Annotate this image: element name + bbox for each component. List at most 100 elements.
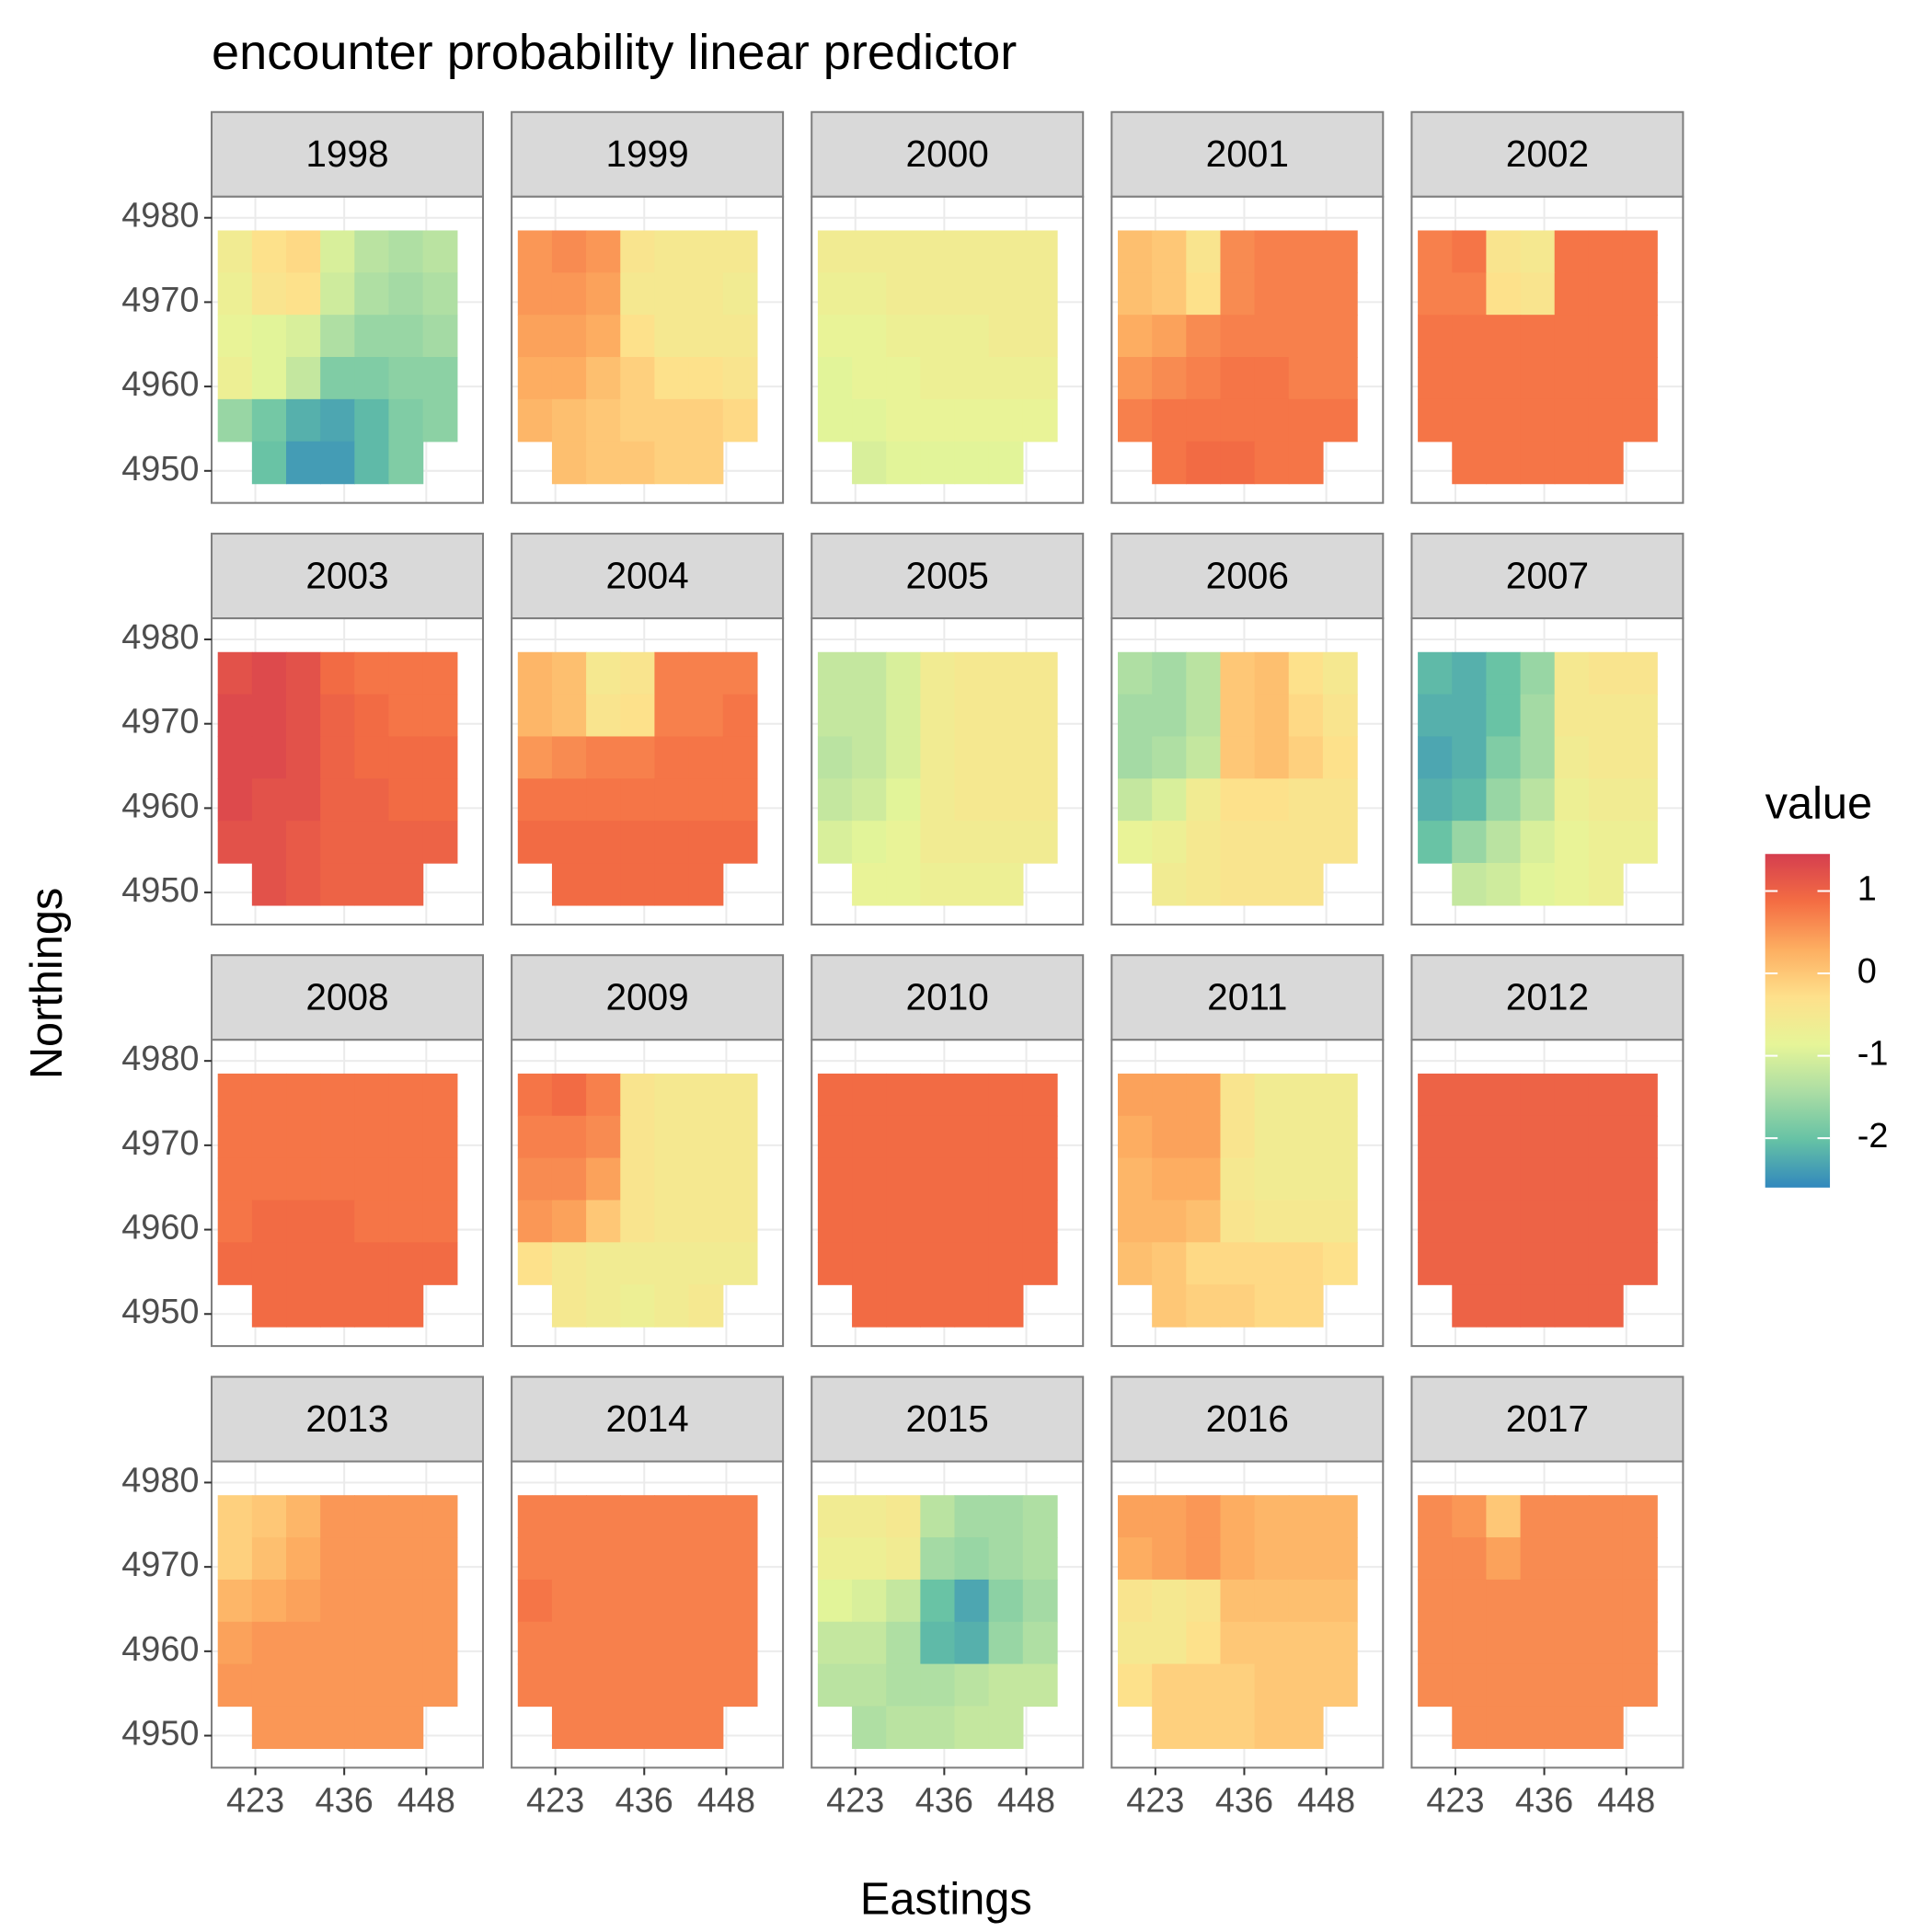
cell	[320, 778, 355, 822]
cell	[1418, 1073, 1453, 1117]
cell	[551, 272, 587, 316]
cell	[354, 1706, 390, 1749]
panel: 2014 423 436 448	[511, 1375, 785, 1820]
cell	[886, 651, 922, 696]
cell	[1220, 1157, 1256, 1202]
cell	[852, 1537, 887, 1581]
cell	[852, 1621, 887, 1665]
cell	[688, 1706, 724, 1749]
cell	[817, 694, 853, 738]
cell	[1554, 1284, 1590, 1328]
strip	[811, 533, 1085, 620]
cell	[1152, 441, 1187, 485]
cell	[1186, 1073, 1222, 1117]
cell	[551, 1115, 587, 1159]
cell	[251, 315, 287, 358]
x-tick-label: 436	[1515, 1781, 1573, 1820]
cell	[988, 1115, 1024, 1159]
cell	[354, 1073, 390, 1117]
cell	[688, 1200, 724, 1243]
cell	[1418, 1115, 1453, 1159]
cell	[1486, 778, 1522, 822]
cell	[1486, 230, 1522, 273]
cell	[1022, 778, 1058, 822]
y-tick-label: 4980	[121, 1461, 199, 1500]
strip	[511, 954, 785, 1041]
cell	[688, 1157, 724, 1202]
cell	[688, 315, 724, 358]
cell	[1452, 230, 1488, 273]
cell	[1322, 398, 1358, 443]
x-tick-label: 448	[697, 1781, 755, 1820]
cell	[1418, 1242, 1453, 1285]
cell	[1254, 1537, 1290, 1581]
cell	[722, 1495, 758, 1538]
cell	[1520, 441, 1556, 485]
cell	[988, 1621, 1024, 1665]
cell	[954, 821, 990, 864]
cell	[1554, 821, 1590, 864]
cell	[388, 1200, 424, 1243]
cell	[1520, 315, 1556, 358]
cell	[1152, 1115, 1187, 1159]
cell	[551, 1284, 587, 1328]
cell	[1152, 1242, 1187, 1285]
strip-label: 2009	[605, 976, 688, 1018]
cell	[1322, 357, 1358, 400]
cell	[1288, 1115, 1324, 1159]
cell	[988, 1073, 1024, 1117]
cell	[517, 398, 553, 443]
strip-label: 2012	[1506, 976, 1589, 1018]
cell	[817, 1621, 853, 1665]
strip	[511, 110, 785, 198]
cell	[886, 1073, 922, 1117]
cell	[1152, 736, 1187, 779]
cell	[1288, 441, 1324, 485]
cell	[688, 651, 724, 696]
panel: 2006	[1110, 533, 1385, 926]
cell	[817, 272, 853, 316]
cell	[654, 230, 690, 273]
cell	[1186, 1200, 1222, 1243]
cell	[1554, 441, 1590, 485]
strip-label: 2015	[906, 1397, 989, 1440]
cell	[1220, 1537, 1256, 1581]
cell	[886, 1284, 922, 1328]
strip-label: 2017	[1506, 1397, 1589, 1440]
cell	[1220, 651, 1256, 696]
cell	[586, 1706, 621, 1749]
cell	[1452, 1579, 1488, 1623]
cell	[886, 1157, 922, 1202]
cell	[1588, 1115, 1624, 1159]
cell	[320, 1200, 355, 1243]
panel: 2017 423 436 448	[1410, 1375, 1685, 1820]
cell	[251, 1706, 287, 1749]
cell	[517, 694, 553, 738]
cell	[1520, 1200, 1556, 1243]
cell	[954, 1200, 990, 1243]
cell	[1220, 230, 1256, 273]
cell	[688, 1579, 724, 1623]
cell	[551, 694, 587, 738]
cell	[688, 1621, 724, 1665]
cell	[1622, 1242, 1658, 1285]
cell	[1520, 1242, 1556, 1285]
cell	[852, 651, 887, 696]
cell	[1186, 315, 1222, 358]
strip-label: 2006	[1206, 555, 1289, 597]
cell	[954, 736, 990, 779]
cell	[1452, 1115, 1488, 1159]
cell	[688, 357, 724, 400]
cell	[1322, 1200, 1358, 1243]
cell	[1520, 1706, 1556, 1749]
cell	[217, 1157, 253, 1202]
cell	[217, 694, 253, 738]
cell	[654, 441, 690, 485]
cell	[320, 1495, 355, 1538]
cell	[988, 1579, 1024, 1623]
strip	[1110, 1375, 1385, 1463]
cell	[722, 357, 758, 400]
cell	[852, 1579, 887, 1623]
cell	[620, 1663, 656, 1708]
cell	[1254, 1706, 1290, 1749]
